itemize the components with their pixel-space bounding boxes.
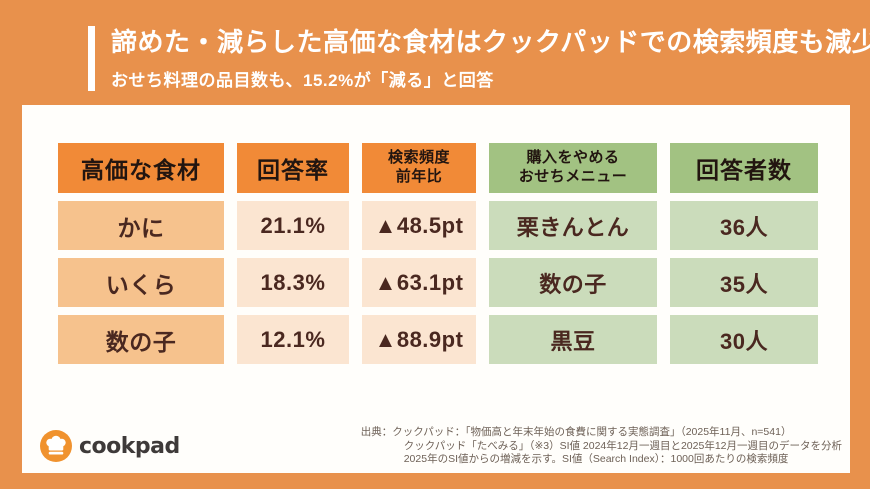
response-rate-cell: 21.1% <box>237 201 349 250</box>
cookpad-wordmark: cookpad <box>79 433 180 459</box>
response-rate-cell: 12.1% <box>237 315 349 364</box>
ingredient-cell: かに <box>58 201 224 250</box>
source-line: 2025年のSI値からの増減を示す。SI値（Search Index）：1000… <box>403 453 789 466</box>
source-line: クックパッド「たべみる」（※3）SI値 2024年12月一週目と2025年12月… <box>403 439 842 452</box>
page-title: 諦めた・減らした高価な食材はクックパッドでの検索頻度も減少 <box>111 27 870 57</box>
chef-hat-icon <box>40 430 72 462</box>
respondents-cell: 35人 <box>670 258 818 307</box>
column-header-stopped-menu: 購入をやめる おせちメニュー <box>489 143 657 193</box>
column-header-search-frequency: 検索頻度 前年比 <box>362 143 476 193</box>
search-frequency-cell: ▲48.5pt <box>362 201 476 250</box>
search-frequency-cell: ▲88.9pt <box>362 315 476 364</box>
source-line: 出典：クックパッド：「物価高と年末年始の食費に関する実態調査」（2025年11月… <box>360 426 792 439</box>
source-note: 出典：クックパッド：「物価高と年末年始の食費に関する実態調査」（2025年11月… <box>361 426 842 467</box>
data-table: 高価な食材 回答率 検索頻度 前年比 購入をやめる おせちメニュー 回答者数 か… <box>58 143 818 364</box>
page-subtitle: おせち料理の品目数も、15.2%が「減る」と回答 <box>111 70 494 90</box>
ingredient-cell: 数の子 <box>58 315 224 364</box>
column-header-respondents: 回答者数 <box>670 143 818 193</box>
ingredient-cell: いくら <box>58 258 224 307</box>
stopped-menu-cell: 栗きんとん <box>489 201 657 250</box>
respondents-cell: 30人 <box>670 315 818 364</box>
respondents-cell: 36人 <box>670 201 818 250</box>
title-accent-bar <box>88 26 95 91</box>
content-panel: 高価な食材 回答率 検索頻度 前年比 購入をやめる おせちメニュー 回答者数 か… <box>22 105 850 473</box>
cookpad-logo: cookpad <box>40 430 180 462</box>
title-block: 諦めた・減らした高価な食材はクックパッドでの検索頻度も減少 おせち料理の品目数も… <box>88 26 870 91</box>
search-frequency-cell: ▲63.1pt <box>362 258 476 307</box>
column-header-ingredient: 高価な食材 <box>58 143 224 193</box>
response-rate-cell: 18.3% <box>237 258 349 307</box>
column-header-response-rate: 回答率 <box>237 143 349 193</box>
stopped-menu-cell: 数の子 <box>489 258 657 307</box>
title-text-group: 諦めた・減らした高価な食材はクックパッドでの検索頻度も減少 おせち料理の品目数も… <box>111 26 870 91</box>
stopped-menu-cell: 黒豆 <box>489 315 657 364</box>
